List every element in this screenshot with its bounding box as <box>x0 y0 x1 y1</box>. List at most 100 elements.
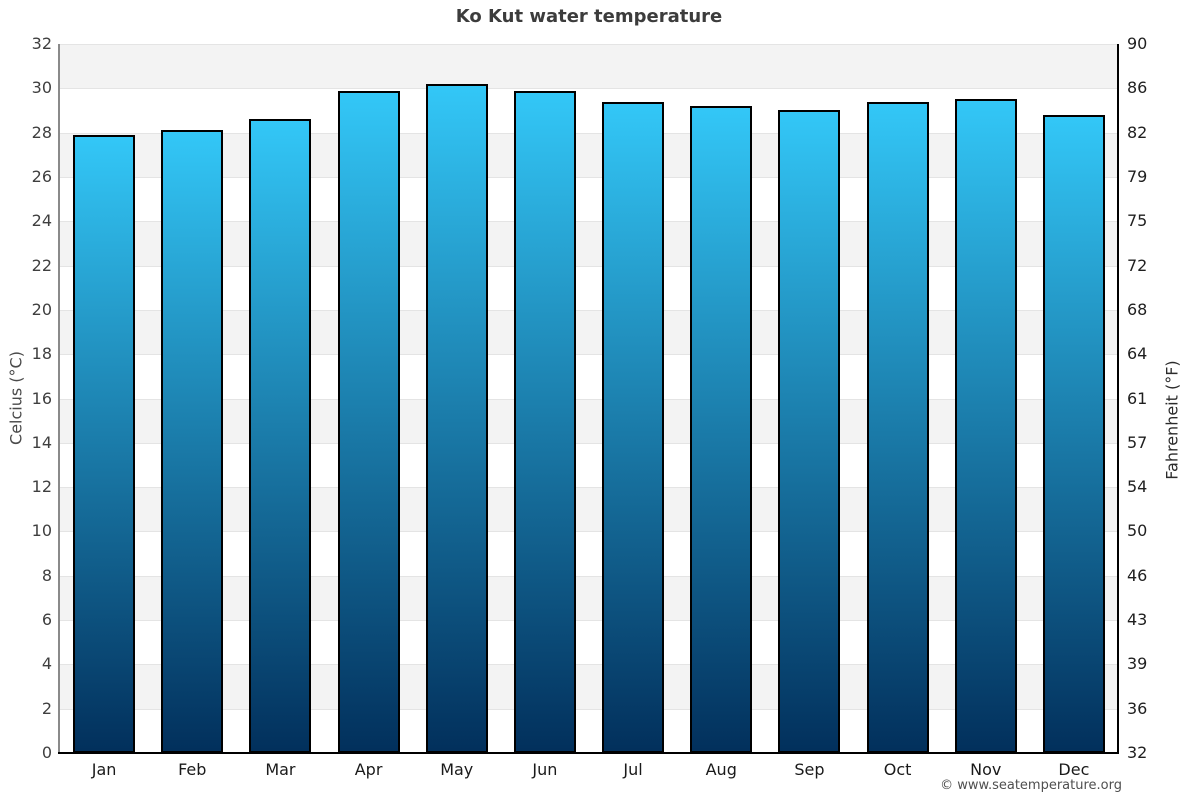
y-tick-celsius: 2 <box>41 698 52 718</box>
y-tick-celsius: 14 <box>31 432 52 452</box>
y-tick-fahrenheit: 90 <box>1127 34 1148 53</box>
grid-band <box>60 176 1118 222</box>
y-tick-celsius: 12 <box>31 477 52 497</box>
x-tick-month: Jul <box>623 760 643 779</box>
gridline <box>60 531 1118 533</box>
bar-jun <box>513 90 576 753</box>
y-tick-fahrenheit: 72 <box>1127 255 1148 275</box>
gridline <box>60 664 1118 666</box>
gridline <box>60 221 1118 223</box>
x-tick-month: Nov <box>970 760 1002 779</box>
x-tick-month: Oct <box>883 760 912 779</box>
y-tick-fahrenheit: 75 <box>1127 211 1148 231</box>
x-axis-line <box>58 752 1119 754</box>
grid-band <box>60 309 1118 355</box>
y-tick-celsius: 8 <box>41 565 52 585</box>
x-tick-month: May <box>440 760 474 779</box>
x-tick-month: Aug <box>705 760 737 779</box>
gridline <box>60 309 1118 311</box>
y-tick-fahrenheit: 68 <box>1127 299 1148 319</box>
y-tick-fahrenheit: 86 <box>1127 78 1148 98</box>
y-axis-left-ticks: 32 30 28 26 24 22 20 18 16 14 12 10 8 6 4 2 0 <box>0 0 52 800</box>
y-tick-celsius: 30 <box>31 78 52 98</box>
gridline <box>60 575 1118 577</box>
grid-band <box>60 575 1118 621</box>
y-tick-fahrenheit: 39 <box>1127 654 1148 674</box>
y-tick-fahrenheit: 82 <box>1127 122 1148 142</box>
bar-feb <box>161 130 224 753</box>
y-tick-fahrenheit: 32 <box>1127 743 1148 762</box>
y-tick-celsius: 32 <box>31 34 52 53</box>
y-tick-celsius: 26 <box>31 166 52 186</box>
y-tick-celsius: 16 <box>31 388 52 408</box>
y-tick-fahrenheit: 54 <box>1127 477 1148 497</box>
y-tick-fahrenheit: 61 <box>1127 388 1148 408</box>
gridline <box>60 398 1118 400</box>
y-axis-right-ticks: 90 86 82 79 75 72 68 64 61 57 54 50 46 43 39 36 32 <box>1127 0 1187 800</box>
y-tick-fahrenheit: 36 <box>1127 698 1148 718</box>
gridline <box>60 620 1118 622</box>
y-axis-right-line <box>1117 44 1119 753</box>
grid-band <box>60 88 1118 133</box>
y-tick-fahrenheit: 79 <box>1127 166 1148 186</box>
gridline <box>60 487 1118 489</box>
bar-sep <box>778 110 841 753</box>
gridline <box>60 265 1118 267</box>
grid-band <box>60 487 1118 532</box>
y-tick-celsius: 4 <box>41 654 52 674</box>
gridline <box>60 132 1118 134</box>
bar-oct <box>866 101 929 753</box>
x-tick-month: Sep <box>794 760 825 779</box>
gridline <box>60 44 1118 45</box>
x-tick-month: Dec <box>1058 760 1090 779</box>
x-tick-month: Jan <box>91 760 117 779</box>
grid-band <box>60 354 1118 399</box>
y-tick-fahrenheit: 43 <box>1127 610 1148 630</box>
gridline <box>60 176 1118 178</box>
y-tick-celsius: 10 <box>31 521 52 541</box>
grid-band <box>60 708 1118 753</box>
gridline <box>60 354 1118 356</box>
y-tick-fahrenheit: 46 <box>1127 565 1148 585</box>
x-tick-month: Mar <box>265 760 296 779</box>
y-tick-fahrenheit: 50 <box>1127 521 1148 541</box>
grid-band <box>60 442 1118 488</box>
y-tick-fahrenheit: 64 <box>1127 344 1148 364</box>
chart-title: Ko Kut water temperature <box>455 6 723 27</box>
bar-dec <box>1042 114 1105 753</box>
grid-band <box>60 620 1118 665</box>
bar-jan <box>73 134 136 753</box>
bar-aug <box>690 106 753 753</box>
gridline <box>60 88 1118 90</box>
y-axis-left-line <box>58 44 60 753</box>
bar-mar <box>249 119 312 753</box>
gridline <box>60 442 1118 444</box>
x-tick-month: Feb <box>178 760 207 779</box>
gridline <box>60 708 1118 710</box>
y-tick-celsius: 24 <box>31 211 52 231</box>
grid-band <box>60 44 1118 89</box>
x-axis-ticks: Jan Feb Mar Apr May Jun Jul Aug Sep Oct Nov Dec <box>60 760 1118 784</box>
y-tick-celsius: 6 <box>41 610 52 630</box>
y-tick-celsius: 0 <box>41 743 52 762</box>
footer-credit: © www.seatemperature.org <box>940 778 1122 793</box>
bar-jul <box>602 101 665 753</box>
bar-apr <box>337 90 400 753</box>
grid-band <box>60 265 1118 310</box>
bar-nov <box>954 99 1017 753</box>
grid-band <box>60 664 1118 709</box>
grid-band <box>60 531 1118 576</box>
x-tick-month: Apr <box>354 760 383 779</box>
grid-band <box>60 221 1118 266</box>
grid-band <box>60 132 1118 177</box>
y-tick-fahrenheit: 57 <box>1127 432 1148 452</box>
x-tick-month: Jun <box>532 760 558 779</box>
y-tick-celsius: 22 <box>31 255 52 275</box>
grid-band <box>60 398 1118 443</box>
bar-may <box>425 83 488 753</box>
y-tick-celsius: 18 <box>31 344 52 364</box>
plot-area <box>60 44 1118 753</box>
y-tick-celsius: 28 <box>31 122 52 142</box>
y-tick-celsius: 20 <box>31 299 52 319</box>
